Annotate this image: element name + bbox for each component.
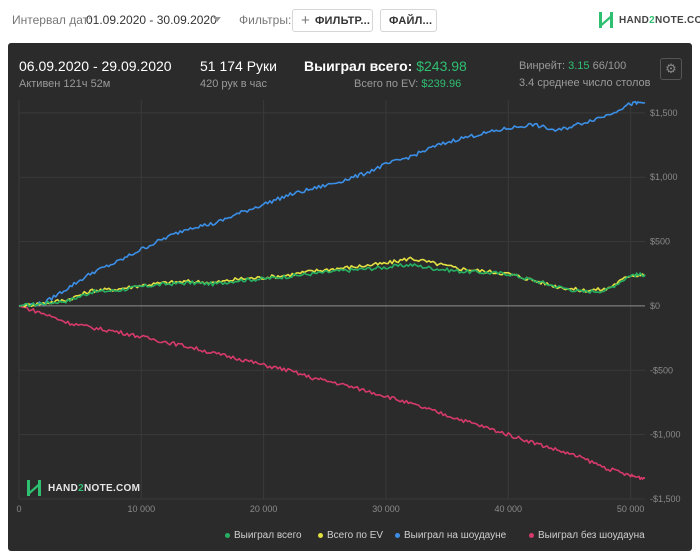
y-tick-label: -$1,500 bbox=[650, 494, 681, 504]
ev-total-label: Всего по EV: bbox=[354, 78, 419, 90]
hands-count: 51 174 Руки bbox=[200, 58, 277, 74]
filters-label: Фильтры: bbox=[239, 13, 292, 27]
legend-item-showdown[interactable]: Выиграл на шоудауне bbox=[395, 530, 506, 541]
winrate-value: 3.15 bbox=[568, 60, 590, 72]
won-total-label: Выиграл всего: bbox=[304, 58, 413, 74]
legend-dot-nonshowdown bbox=[529, 533, 534, 538]
file-button-label: ФАЙЛ... bbox=[389, 14, 433, 27]
y-tick-label: -$1,000 bbox=[650, 430, 681, 440]
settings-button[interactable]: ⚙ bbox=[660, 58, 682, 80]
average-tables: 3.4 среднее число столов bbox=[519, 77, 651, 89]
gear-icon: ⚙ bbox=[665, 61, 677, 76]
graph-panel bbox=[8, 43, 692, 551]
filter-button[interactable]: + ФИЛЬТР... bbox=[292, 9, 373, 32]
period-range: 06.09.2020 - 29.09.2020 bbox=[19, 58, 172, 74]
top-toolbar: Интервал дат: 01.09.2020 - 30.09.2020 Фи… bbox=[0, 0, 700, 42]
y-tick-label: $1,000 bbox=[650, 172, 678, 182]
won-total-value: $243.98 bbox=[416, 58, 467, 74]
legend-item-nonshowdown[interactable]: Выиграл без шоудауна bbox=[529, 530, 645, 541]
winrate-rest: 66/100 bbox=[592, 60, 627, 72]
x-tick-label: 40 000 bbox=[495, 504, 523, 514]
file-button[interactable]: ФАЙЛ... bbox=[380, 9, 437, 32]
hand2note-watermark-text: HAND2NOTE.COM bbox=[48, 482, 141, 494]
winrate: Винрейт: 3.15 66/100 bbox=[519, 60, 626, 72]
legend-item-won[interactable]: Выиграл всего bbox=[225, 530, 302, 541]
hand2note-logo: HAND2NOTE.COM bbox=[598, 11, 700, 29]
series-line-3 bbox=[18, 305, 646, 481]
y-tick-label: $0 bbox=[650, 301, 660, 311]
x-tick-label: 0 bbox=[16, 504, 21, 514]
y-tick-label: -$500 bbox=[650, 365, 673, 375]
chart-watermark: HAND2NOTE.COM bbox=[26, 479, 140, 497]
x-tick-label: 50 000 bbox=[617, 504, 645, 514]
y-tick-label: $1,500 bbox=[650, 108, 678, 118]
y-tick-label: $500 bbox=[650, 237, 670, 247]
chevron-down-icon[interactable] bbox=[213, 17, 221, 22]
legend-item-ev[interactable]: Всего по EV bbox=[318, 530, 383, 541]
hand2note-logo-icon bbox=[599, 12, 613, 28]
won-total: Выиграл всего: $243.98 bbox=[304, 58, 467, 74]
legend-dot-ev bbox=[318, 533, 323, 538]
series-line-0 bbox=[18, 263, 646, 308]
legend-dot-showdown bbox=[395, 533, 400, 538]
date-range-select[interactable]: 01.09.2020 - 30.09.2020 bbox=[86, 13, 217, 27]
legend-dot-won bbox=[225, 533, 230, 538]
ev-total-value: $239.96 bbox=[421, 78, 462, 90]
ev-total: Всего по EV: $239.96 bbox=[354, 78, 461, 90]
date-range-label: Интервал дат: bbox=[12, 13, 92, 27]
hand2note-logo-text: HAND2NOTE.COM bbox=[619, 14, 700, 26]
filter-button-label: ФИЛЬТР... bbox=[314, 14, 371, 27]
x-tick-label: 10 000 bbox=[128, 504, 156, 514]
active-time: Активен 121ч 52м bbox=[19, 78, 111, 90]
x-tick-label: 30 000 bbox=[372, 504, 400, 514]
hands-per-hour: 420 рук в час bbox=[200, 78, 268, 90]
x-tick-label: 20 000 bbox=[250, 504, 278, 514]
winrate-label: Винрейт: bbox=[519, 60, 566, 72]
plus-icon: + bbox=[301, 12, 310, 29]
series-line-2 bbox=[18, 100, 646, 307]
hand2note-watermark-icon bbox=[27, 480, 41, 496]
